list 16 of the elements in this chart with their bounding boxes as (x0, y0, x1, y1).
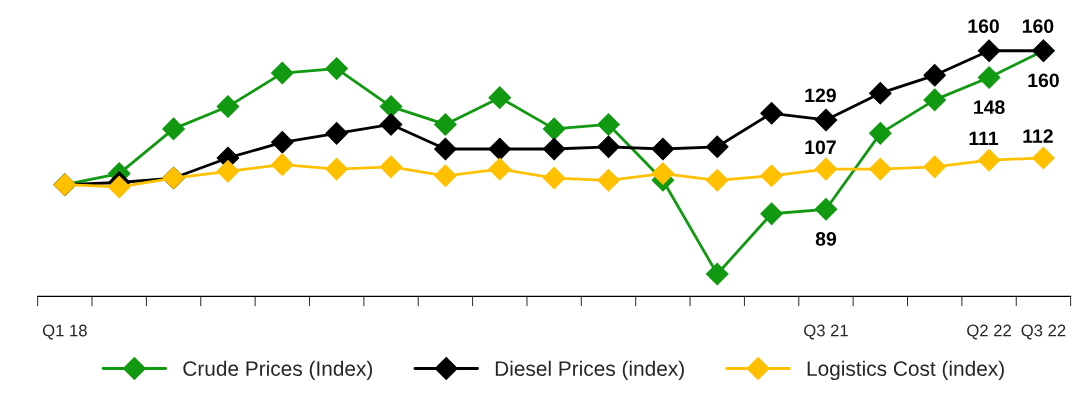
data-label: 89 (815, 232, 837, 246)
data-label: 111 (969, 131, 999, 146)
x-tick-label: Q1 18 (42, 324, 87, 340)
data-label: 160 (1028, 73, 1059, 88)
legend-label: Diesel Prices (index) (495, 360, 684, 381)
data-label: 148 (974, 100, 1005, 115)
x-tick-label: Q3 21 (804, 324, 848, 340)
data-label: 160 (968, 19, 999, 34)
data-label: 129 (805, 88, 836, 103)
data-label: 112 (1023, 129, 1053, 143)
data-label: 160 (1022, 19, 1054, 34)
legend-label: Logistics Cost (index) (807, 360, 1004, 381)
legend-label: Crude Prices (Index) (183, 360, 373, 381)
data-label: 107 (805, 140, 836, 155)
x-tick-label: Q2 22 (967, 324, 1011, 340)
x-tick-label: Q3 22 (1021, 324, 1066, 340)
